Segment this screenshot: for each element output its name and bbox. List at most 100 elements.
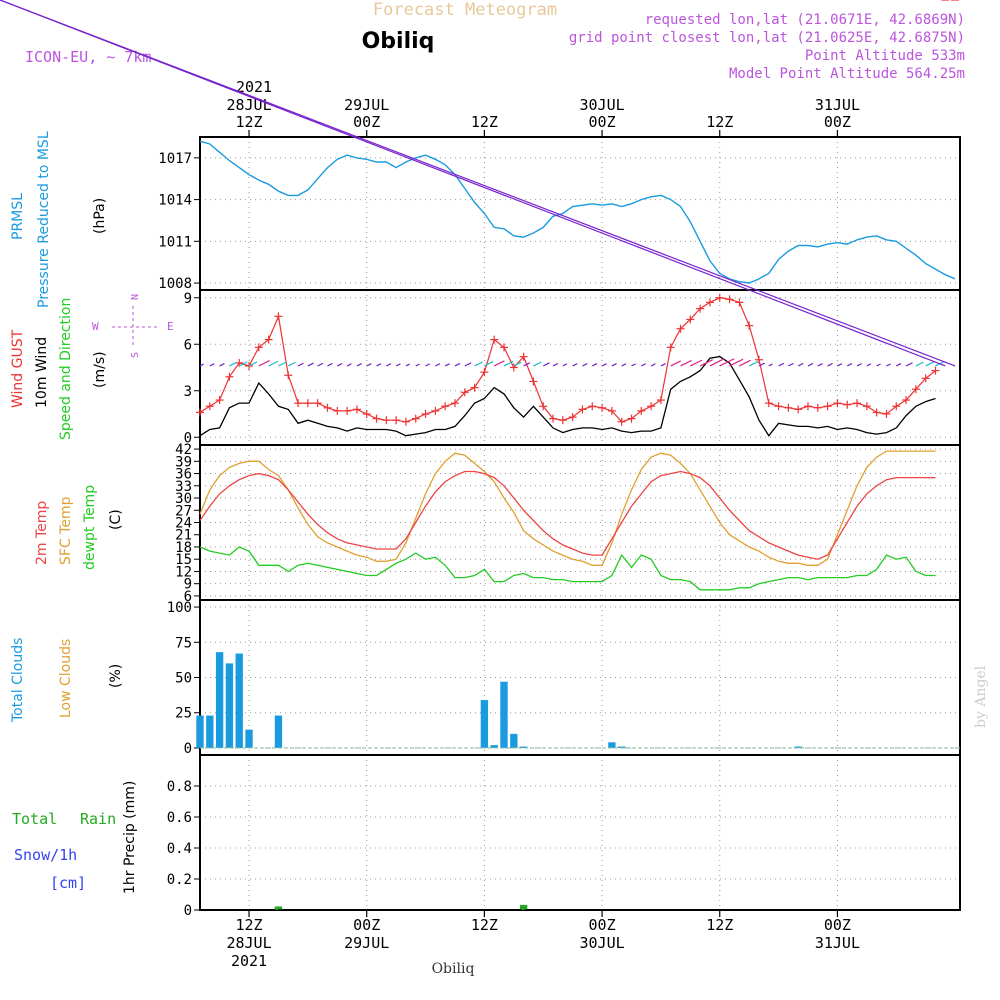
wind-direction-arrow xyxy=(817,363,823,367)
cloud-bar xyxy=(519,746,528,748)
wind-panel: 0 3 6 9 xyxy=(0,0,961,446)
wind-direction-arrow xyxy=(621,363,627,367)
sfc-temp-line xyxy=(199,450,936,566)
cloud-bar xyxy=(235,653,243,748)
model-altitude: Model Point Altitude 564.25m xyxy=(729,66,965,82)
pressure-line xyxy=(199,140,956,284)
wind-direction-arrow xyxy=(856,363,862,367)
y-tick-label: 9 xyxy=(184,291,192,307)
temp-label-sfc: SFC Temp xyxy=(58,496,74,565)
temp-label-2m: 2m Temp xyxy=(34,501,50,565)
top-hour-label: 00Z xyxy=(589,113,616,131)
y-tick-label: 0.2 xyxy=(167,872,192,888)
wind-label-speed: Speed and Direction xyxy=(58,298,74,440)
wind-direction-arrow xyxy=(601,363,607,367)
top-hour-label: 12Z xyxy=(706,113,733,131)
wind-direction-arrow xyxy=(572,363,578,367)
footer-location: Obiliq xyxy=(432,961,475,977)
top-date-label: 28JUL xyxy=(226,96,271,114)
y-tick-label: 21 xyxy=(175,528,192,544)
gust-line xyxy=(199,297,936,423)
pressure-label-prmsl: PRMSL xyxy=(10,193,26,240)
cloud-bar xyxy=(245,729,253,748)
top-hour-label: 00Z xyxy=(824,113,851,131)
cloud-bar xyxy=(196,715,204,748)
wind-direction-arrow xyxy=(268,360,279,367)
wind-direction-arrow xyxy=(337,363,343,367)
bottom-hour-label: 12Z xyxy=(471,916,498,934)
y-tick-label: 12 xyxy=(175,564,192,580)
wind-direction-arrow xyxy=(425,363,430,367)
wind-direction-arrow xyxy=(542,362,550,367)
wind-direction-arrow xyxy=(797,362,804,367)
wind-direction-arrow xyxy=(582,363,588,367)
wind-direction-arrow xyxy=(386,363,392,367)
y-tick-label: 1011 xyxy=(158,234,192,250)
top-year-label: 2021 xyxy=(236,78,272,96)
wind-direction-arrow xyxy=(925,361,935,367)
wind-direction-arrow xyxy=(886,363,891,367)
y-tick-label: 50 xyxy=(175,671,192,687)
wind-direction-arrow xyxy=(209,363,215,367)
compass-north: N xyxy=(130,294,141,300)
precip-bar xyxy=(519,904,528,910)
y-tick-label: 15 xyxy=(175,552,192,568)
wind-direction-arrow xyxy=(650,363,656,367)
y-tick-label: 0 xyxy=(184,430,192,446)
bottom-date-label: 29JUL xyxy=(344,934,389,952)
cloud-bar xyxy=(794,746,802,748)
point-altitude: Point Altitude 533m xyxy=(805,48,965,64)
y-tick-label: 27 xyxy=(175,503,192,519)
wind-direction-arrow xyxy=(641,363,646,367)
bottom-hour-label: 12Z xyxy=(706,916,733,934)
compass-south: S xyxy=(130,352,141,358)
y-tick-label: 1008 xyxy=(158,276,192,292)
wind-direction-arrow xyxy=(317,362,324,367)
wind-direction-arrow xyxy=(611,363,617,367)
location-title: Obiliq xyxy=(362,29,435,54)
precip-unit: 1hr Precip (mm) xyxy=(122,781,138,894)
wind-direction-arrow xyxy=(670,360,681,367)
bottom-date-label: 30JUL xyxy=(579,934,624,952)
top-date-label: 30JUL xyxy=(579,96,624,114)
wind-direction-arrow xyxy=(307,362,314,367)
wind-direction-arrow xyxy=(435,363,441,367)
wind-direction-arrow xyxy=(258,359,270,367)
wind-direction-arrow xyxy=(454,362,461,367)
y-tick-label: 100 xyxy=(167,600,192,616)
cloud-panel: 0 25 50 75 100 xyxy=(167,599,961,757)
wind-direction-arrow xyxy=(699,359,713,367)
precip-label-rain: Rain xyxy=(80,810,116,828)
wind-direction-arrow xyxy=(729,358,744,367)
temp-label-dewpt: dewpt Temp xyxy=(82,485,98,570)
wind-direction-arrow xyxy=(405,363,410,367)
top-date-label: 31JUL xyxy=(815,96,860,114)
bottom-date-label: 28JUL xyxy=(226,934,271,952)
precip-panel: 0 0.2 0.4 0.6 0.8 xyxy=(167,754,961,919)
cloud-bar xyxy=(215,652,224,748)
y-tick-label: 42 xyxy=(175,442,192,458)
wind-direction-arrow xyxy=(297,362,304,367)
wind-direction-arrow xyxy=(503,360,514,367)
bottom-hour-label: 00Z xyxy=(589,916,616,934)
precip-label-cm: [cm] xyxy=(50,874,86,892)
y-tick-label: 1017 xyxy=(158,151,192,167)
wind-direction-arrow xyxy=(287,361,296,367)
cloud-bar xyxy=(274,715,283,748)
wind-direction-arrow xyxy=(837,363,843,367)
gridpoint-coords: grid point closest lon,lat (21.0625E, 42… xyxy=(569,30,965,46)
cloud-bar xyxy=(510,733,518,748)
temp-unit: (C) xyxy=(108,509,124,530)
bottom-hour-label: 00Z xyxy=(824,916,851,934)
chart-title: Forecast Meteogram xyxy=(373,0,557,20)
wind-direction-arrow xyxy=(690,359,703,367)
y-tick-label: 1014 xyxy=(158,193,192,209)
pressure-unit: (hPa) xyxy=(92,198,108,234)
wind-direction-arrow xyxy=(523,362,531,367)
wind-direction-arrow xyxy=(915,361,924,367)
y-tick-label: 6 xyxy=(184,589,192,605)
wind-direction-arrow xyxy=(513,361,522,367)
wind-direction-arrow xyxy=(905,362,913,367)
